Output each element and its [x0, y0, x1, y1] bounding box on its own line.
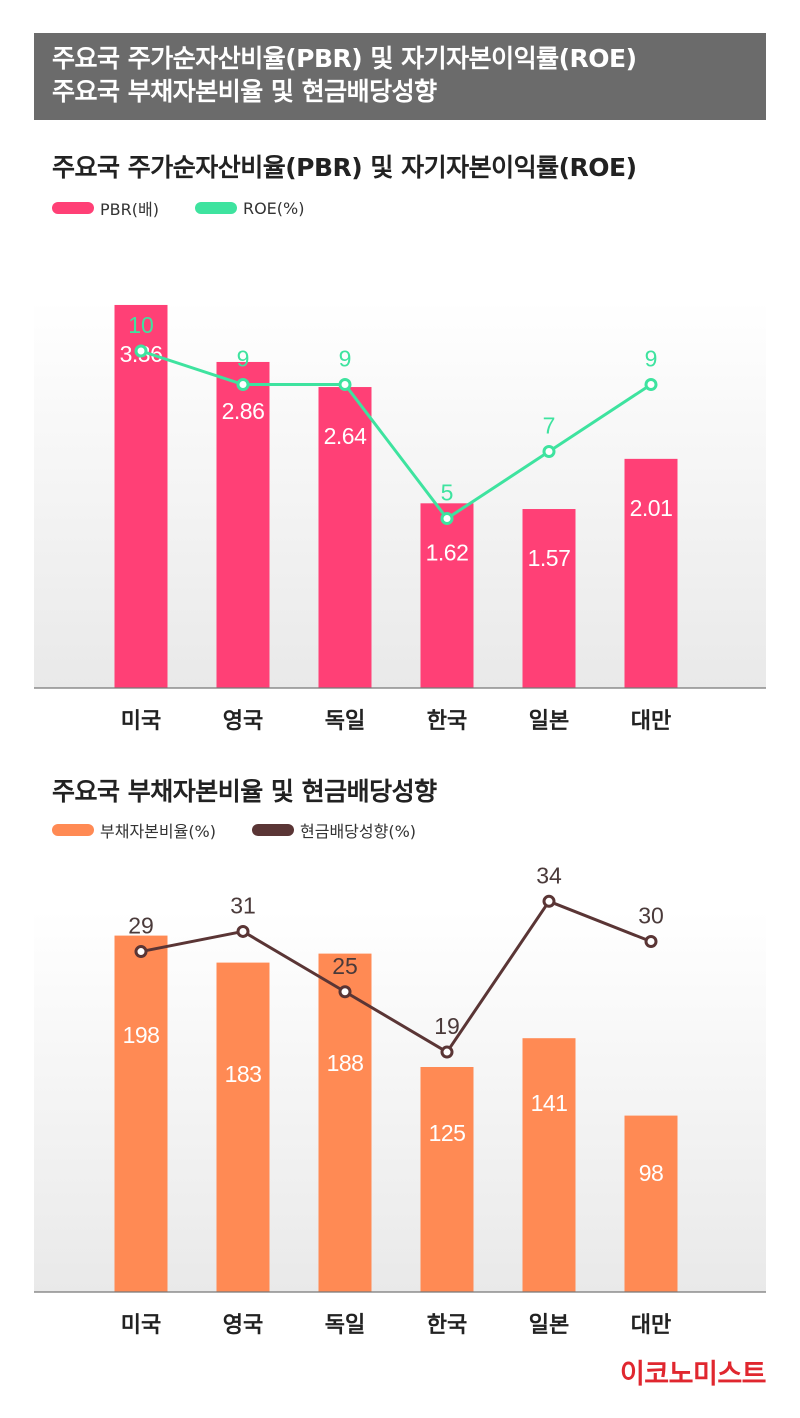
category-label-4: 일본: [529, 709, 569, 734]
dividend-point-3: [440, 1045, 454, 1059]
chart2-title: 주요국 부채자본비율 및 현금배당성향: [52, 777, 437, 806]
debt-value-label-2: 188: [327, 1050, 364, 1076]
pbr-bar-4: [522, 509, 576, 688]
debt-bar-1: [216, 962, 270, 1292]
category-label-2: 독일: [325, 709, 365, 734]
roe-value-label-3: 5: [441, 480, 454, 506]
dividend-point-1: [236, 924, 250, 938]
debt-bar-2: [318, 953, 372, 1292]
legend-item-dividend: 현금배당성향(%): [252, 818, 416, 842]
header-banner: 주요국 주가순자산비율(PBR) 및 자기자본이익률(ROE) 주요국 부채자본…: [34, 33, 766, 120]
category-label-2: 독일: [325, 1313, 365, 1338]
dividend-value-label-1: 31: [230, 892, 256, 918]
category-label-3: 한국: [427, 709, 467, 734]
brand-logo: 이코노미스트: [619, 1359, 767, 1390]
pbr-bar-3: [420, 503, 474, 688]
pbr-value-label-3: 1.62: [426, 539, 469, 565]
category-label-0: 미국: [121, 1313, 161, 1338]
debt-value-label-4: 141: [531, 1090, 568, 1116]
debt-value-label-5: 98: [639, 1160, 664, 1186]
chart1-legend: PBR(배) ROE(%): [52, 197, 340, 219]
debt-value-label-3: 125: [429, 1120, 466, 1146]
legend-swatch-pbr: [52, 202, 94, 214]
chart1-title: 주요국 주가순자산비율(PBR) 및 자기자본이익률(ROE): [52, 153, 637, 182]
category-label-5: 대만: [631, 1313, 671, 1338]
debt-bar-4: [522, 1038, 576, 1292]
legend-item-debt: 부채자본비율(%): [52, 818, 216, 842]
debt-bar-0: [114, 935, 168, 1292]
pbr-value-label-2: 2.64: [324, 423, 367, 449]
legend-swatch-debt: [52, 824, 94, 836]
category-label-3: 한국: [427, 1313, 467, 1338]
pbr-bar-0: [114, 304, 168, 688]
roe-point-1: [236, 378, 250, 391]
roe-value-label-4: 7: [543, 413, 556, 439]
debt-bar-3: [420, 1067, 474, 1292]
legend-swatch-roe: [194, 202, 237, 214]
category-label-0: 미국: [121, 709, 161, 734]
roe-value-label-5: 9: [645, 346, 658, 372]
header-line-2: 주요국 부채자본비율 및 현금배당성향: [52, 77, 437, 106]
dividend-point-2: [338, 985, 352, 999]
roe-point-3: [440, 512, 454, 525]
roe-point-0: [134, 344, 148, 358]
debt-value-label-0: 198: [123, 1022, 160, 1048]
roe-value-label-1: 9: [237, 346, 250, 372]
debt-dividend-chart: 198 183 188 125 141 98 29 31 25 19 34 30 미국 영국 독일 한국 일본 대…: [34, 862, 766, 1338]
dividend-value-label-5: 30: [638, 903, 664, 929]
category-label-5: 대만: [631, 709, 671, 734]
chart2-legend: 부채자본비율(%) 현금배당성향(%): [52, 819, 452, 841]
header-line-1: 주요국 주가순자산비율(PBR) 및 자기자본이익률(ROE): [52, 44, 637, 73]
pbr-roe-chart: 3.362.862.641.621.572.011099579미국영국독일한국일…: [34, 300, 766, 734]
dividend-point-5: [644, 935, 658, 948]
roe-point-5: [644, 378, 658, 391]
pbr-bar-5: [624, 458, 678, 688]
legend-item-pbr: PBR(배): [52, 196, 159, 220]
category-label-4: 일본: [529, 1313, 569, 1338]
dividend-point-0: [134, 945, 148, 959]
legend-item-roe: ROE(%): [194, 198, 305, 218]
pbr-bar-2: [318, 387, 372, 688]
dividend-point-4: [542, 894, 556, 908]
debt-bar-5: [624, 1115, 678, 1292]
pbr-value-label-4: 1.57: [528, 545, 571, 571]
roe-value-label-0: 10: [128, 312, 154, 338]
category-label-1: 영국: [223, 1313, 263, 1338]
dividend-value-label-4: 34: [536, 862, 562, 888]
roe-value-label-2: 9: [339, 346, 352, 372]
roe-point-2: [338, 378, 352, 391]
pbr-value-label-1: 2.86: [222, 398, 265, 424]
pbr-value-label-5: 2.01: [630, 495, 673, 521]
legend-label-roe: ROE(%): [242, 198, 305, 218]
dividend-line: [140, 899, 652, 1054]
dividend-value-label-3: 19: [434, 1013, 460, 1039]
dividend-value-label-2: 25: [332, 953, 358, 979]
roe-point-4: [542, 445, 556, 458]
legend-swatch-dividend: [252, 824, 295, 836]
roe-line: [140, 349, 652, 520]
pbr-bar-1: [216, 361, 270, 688]
category-label-1: 영국: [223, 709, 263, 734]
legend-label-pbr: PBR(배): [100, 200, 159, 219]
dividend-value-label-0: 29: [128, 913, 154, 939]
legend-label-debt: 부채자본비율(%): [100, 822, 217, 841]
legend-label-dividend: 현금배당성향(%): [300, 822, 417, 841]
debt-value-label-1: 183: [225, 1061, 262, 1087]
